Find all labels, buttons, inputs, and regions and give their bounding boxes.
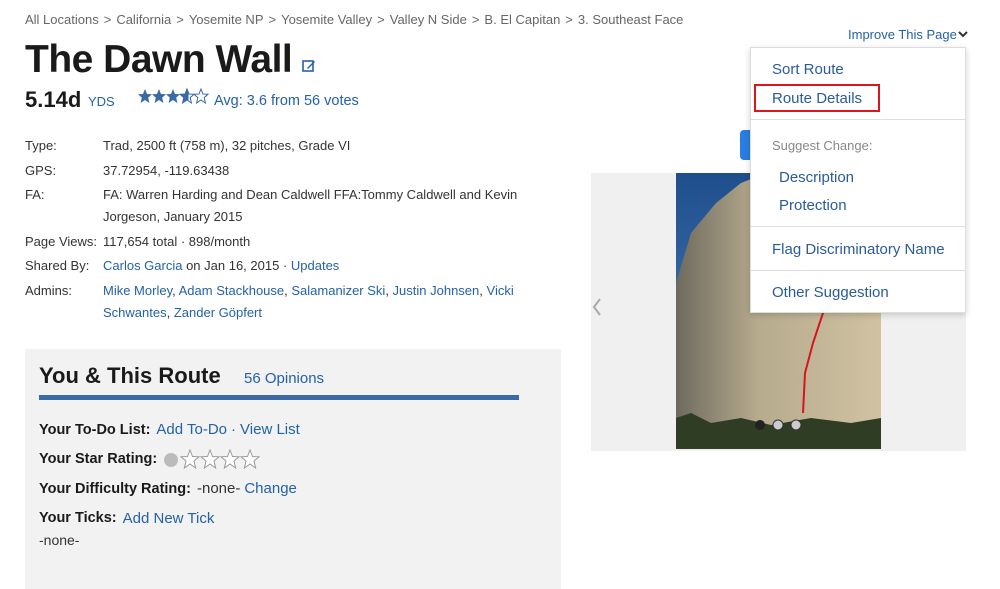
- menu-item[interactable]: Description: [779, 169, 855, 186]
- link[interactable]: Updates: [290, 258, 340, 273]
- detail-label: Type:: [25, 138, 57, 153]
- breadcrumb-separator: >: [565, 12, 573, 27]
- link[interactable]: Adam Stackhouse: [178, 282, 285, 298]
- breadcrumb[interactable]: Yosemite NP: [188, 12, 264, 27]
- improve-toggle[interactable]: Improve This Page: [848, 27, 969, 42]
- link[interactable]: Change: [244, 480, 297, 498]
- text: ,: [172, 282, 179, 298]
- detail-label: FA:: [25, 187, 45, 202]
- link[interactable]: ·: [231, 421, 237, 439]
- detail-label: GPS:: [25, 162, 57, 178]
- breadcrumb-separator: >: [471, 12, 480, 27]
- you-row: Your Ticks: Add New Tick: [39, 504, 304, 534]
- breadcrumb-separator: >: [377, 12, 385, 27]
- menu-item[interactable]: Flag Discriminatory Name: [772, 241, 945, 258]
- text: ,: [284, 282, 292, 298]
- you-section: You & This Route 56 Opinions Your To-Do …: [25, 349, 561, 589]
- detail-row: Type: Trad, 2500 ft (758 m), 32 pitches, …: [25, 135, 523, 157]
- menu-heading: Suggest Change:: [772, 138, 873, 153]
- opinions-link[interactable]: 56 Opinions: [244, 370, 325, 387]
- detail-value: 37.72954, -119.63438: [103, 160, 523, 182]
- edit-icon[interactable]: [302, 59, 316, 73]
- text: Trad, 2500 ft (758 m), 32 pitches, Grade…: [103, 138, 351, 153]
- grade: 5.14d: [25, 87, 82, 112]
- rating-link[interactable]: Avg: 3.6 from 56 votes: [214, 93, 359, 109]
- text: ,: [479, 282, 487, 298]
- you-rows: Your To-Do List: Add To-Do · View List Your …: [39, 415, 304, 533]
- text: 37.72954, -119.63438: [103, 162, 230, 178]
- detail-label: Page Views:: [25, 233, 98, 249]
- breadcrumbs: All Locations > California > Yosemite NP > Yos…: [25, 12, 683, 27]
- link[interactable]: Salamanizer Ski: [291, 282, 386, 298]
- text: FA: Warren Harding and Dean Caldwell FFA…: [103, 187, 521, 224]
- detail-row: FA: FA: Warren Harding and Dean Caldwell …: [25, 184, 523, 228]
- breadcrumb[interactable]: 3. Southeast Face: [577, 12, 684, 27]
- text: ,: [385, 282, 393, 298]
- detail-value: Carlos Garcia on Jan 16, 2015 · Updates: [103, 255, 523, 277]
- breadcrumb-separator: >: [268, 12, 277, 27]
- menu-item[interactable]: Protection: [779, 197, 847, 214]
- chevron: [958, 31, 968, 38]
- breadcrumb-separator: >: [103, 12, 112, 27]
- divider: [751, 270, 965, 271]
- text: on Jan 16, 2015 ·: [182, 258, 291, 273]
- breadcrumb-separator: >: [176, 12, 184, 27]
- breadcrumb[interactable]: All Locations: [25, 12, 99, 27]
- detail-value: FA: Warren Harding and Dean Caldwell FFA…: [103, 184, 523, 228]
- star-rating: [138, 88, 209, 104]
- section-title: You & This Route: [39, 363, 221, 388]
- detail-label: Admins:: [25, 282, 72, 298]
- text: -none-: [196, 480, 241, 498]
- link[interactable]: Add To-Do: [156, 421, 228, 439]
- highlight-box: [754, 84, 880, 112]
- breadcrumb[interactable]: B. El Capitan: [484, 12, 561, 27]
- menu-item[interactable]: Other Suggestion: [772, 284, 889, 301]
- link[interactable]: View List: [240, 421, 300, 439]
- improve-label[interactable]: Improve This Page: [848, 27, 957, 42]
- row-label: Your Ticks:: [39, 510, 117, 527]
- link[interactable]: Add New Tick: [122, 509, 215, 527]
- link[interactable]: Carlos Garcia: [103, 258, 183, 273]
- detail-row: Admins: Mike Morley, Adam Stackhouse, Sal…: [25, 280, 523, 324]
- divider: [39, 395, 519, 400]
- text: ,: [166, 304, 174, 320]
- divider: [751, 119, 965, 120]
- you-row: Your Star Rating:: [39, 445, 304, 475]
- divider: [751, 226, 965, 227]
- grade-system[interactable]: YDS: [88, 94, 115, 109]
- detail-row: GPS: 37.72954, -119.63438: [25, 160, 523, 182]
- route-title: The Dawn Wall: [25, 38, 293, 81]
- detail-row: Page Views: 117,654 total · 898/month: [25, 231, 523, 253]
- breadcrumb[interactable]: California: [116, 12, 172, 27]
- detail-row: Shared By: Carlos Garcia on Jan 16, 2015 …: [25, 255, 523, 277]
- detail-value: Mike Morley, Adam Stackhouse, Salamanize…: [103, 280, 523, 324]
- row-label: Your To-Do List:: [39, 421, 151, 438]
- link[interactable]: Mike Morley: [103, 282, 173, 298]
- row-label: Your Star Rating:: [39, 451, 158, 468]
- text: 117,654 total · 898/month: [103, 233, 251, 249]
- star-input[interactable]: [163, 448, 263, 470]
- breadcrumb[interactable]: Valley N Side: [389, 12, 467, 27]
- link[interactable]: Zander Göpfert: [173, 304, 262, 320]
- detail-value: 117,654 total · 898/month: [103, 231, 523, 253]
- link[interactable]: Justin Johnsen: [392, 282, 480, 298]
- breadcrumb[interactable]: Yosemite Valley: [281, 12, 373, 27]
- you-row: Your Difficulty Rating: -none- Change: [39, 474, 304, 504]
- page: All Locations > California > Yosemite NP > Yos…: [25, 12, 969, 589]
- detail-label: Shared By:: [25, 258, 90, 273]
- detail-value: Trad, 2500 ft (758 m), 32 pitches, Grade…: [103, 135, 523, 157]
- link[interactable]: Vicki Schwantes: [103, 282, 518, 320]
- details: Type: Trad, 2500 ft (758 m), 32 pitches, …: [25, 135, 523, 326]
- ticks-none: -none-: [39, 532, 80, 548]
- menu-item[interactable]: Route Details: [772, 90, 863, 107]
- you-row: Your To-Do List: Add To-Do · View List: [39, 415, 304, 445]
- row-label: Your Difficulty Rating:: [39, 480, 191, 497]
- dropdown-menu: Sort Route Route Details Suggest Change:…: [750, 47, 966, 313]
- menu-item[interactable]: Sort Route: [772, 61, 844, 78]
